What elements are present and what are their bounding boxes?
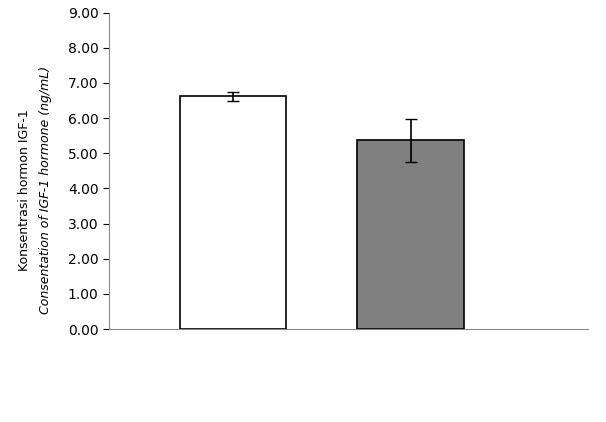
Text: Konsentrasi hormon IGF-1: Konsentrasi hormon IGF-1 — [18, 109, 31, 271]
Bar — [180, 96, 287, 329]
Text: Consentation of IGF-1 hormone (ng/mL): Consentation of IGF-1 hormone (ng/mL) — [39, 66, 52, 314]
Bar — [358, 140, 464, 329]
